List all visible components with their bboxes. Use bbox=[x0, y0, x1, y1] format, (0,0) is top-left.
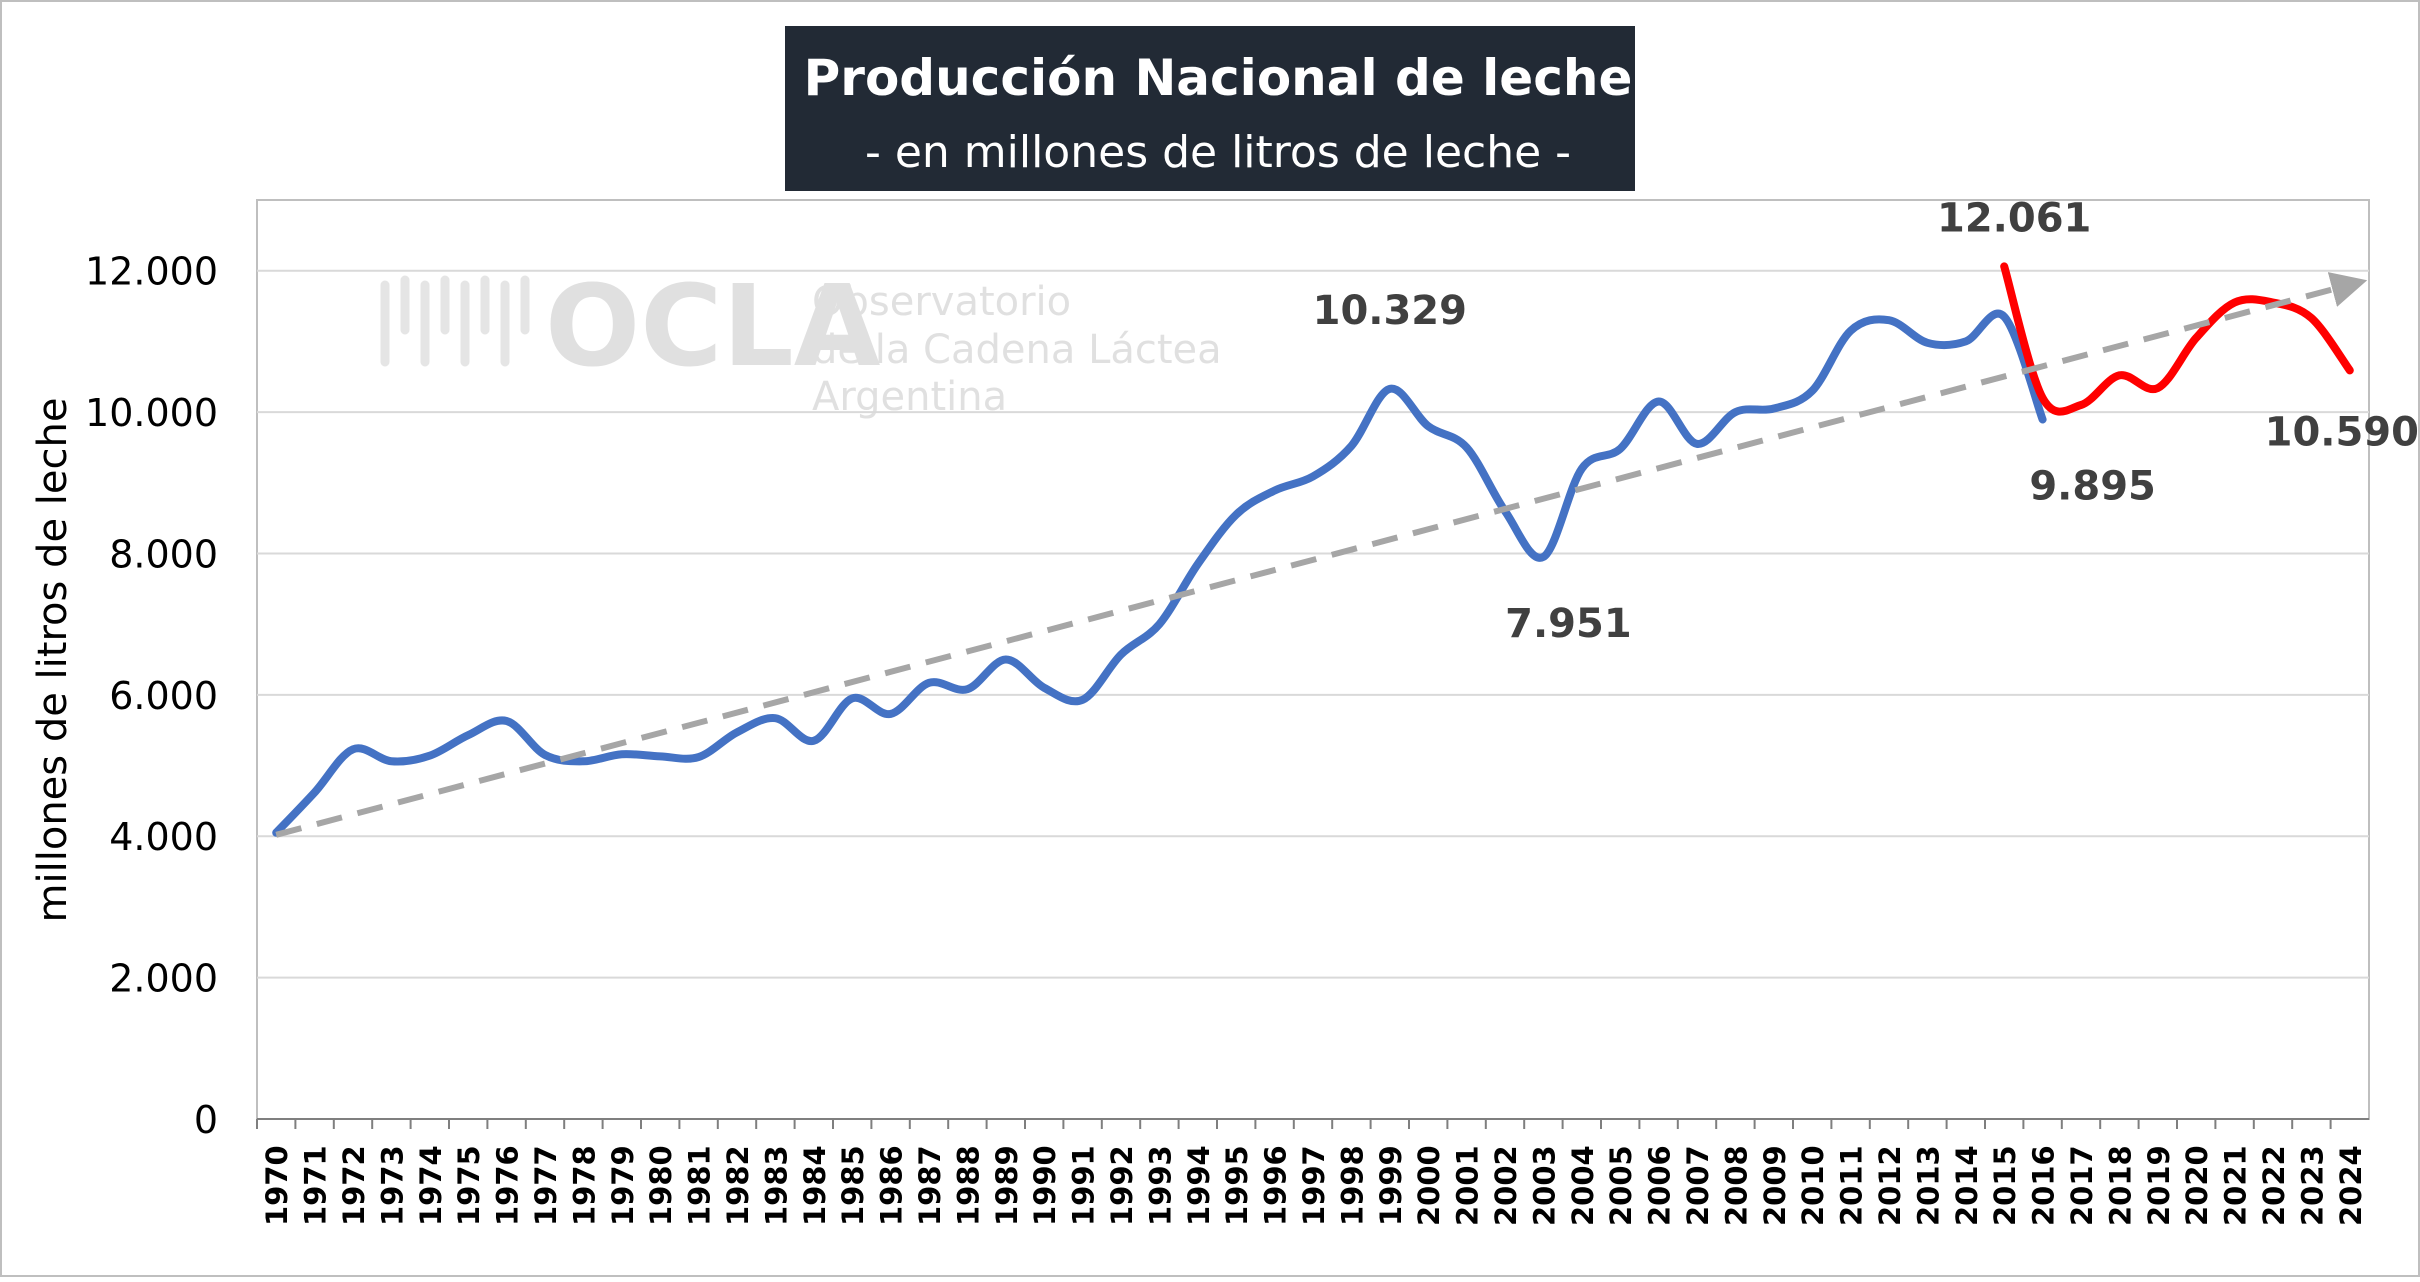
x-tick-label: 1983 bbox=[759, 1145, 793, 1226]
ocla-watermark: OCLA Observatorio de la Cadena Láctea Ar… bbox=[380, 262, 1222, 420]
watermark-brand: OCLA bbox=[545, 262, 881, 392]
x-tick-label: 1985 bbox=[836, 1145, 870, 1226]
x-tick-label: 1988 bbox=[951, 1145, 985, 1226]
data-label: 10.329 bbox=[1313, 288, 1467, 334]
x-tick-label: 2012 bbox=[1873, 1145, 1907, 1226]
x-tick-label: 1992 bbox=[1105, 1145, 1139, 1226]
x-tick-label: 1994 bbox=[1182, 1145, 1216, 1226]
x-tick-label: 2019 bbox=[2142, 1145, 2176, 1226]
x-tick-label: 1991 bbox=[1067, 1145, 1101, 1226]
watermark-line1: Observatorio bbox=[812, 279, 1071, 325]
y-tick-label: 6.000 bbox=[109, 674, 218, 718]
series-lines bbox=[272, 262, 2368, 838]
watermark-line3: Argentina bbox=[812, 374, 1007, 420]
x-tick-label: 2008 bbox=[1719, 1145, 1753, 1226]
y-axis-ticks: 0 2.000 4.000 6.000 8.000 10.000 12.000 bbox=[85, 250, 218, 1142]
x-tick-label: 2001 bbox=[1451, 1145, 1485, 1226]
trend-line bbox=[275, 272, 2368, 838]
data-label: 10.590 bbox=[2265, 409, 2419, 455]
x-tick-label: 1999 bbox=[1374, 1145, 1408, 1226]
x-tick-label: 2016 bbox=[2027, 1145, 2061, 1226]
chart-title: Producción Nacional de leche bbox=[804, 49, 1633, 107]
x-tick-label: 1998 bbox=[1335, 1145, 1369, 1226]
y-tick-label: 2.000 bbox=[109, 957, 218, 1001]
data-label: 9.895 bbox=[2029, 463, 2156, 509]
x-tick-label: 2005 bbox=[1604, 1145, 1638, 1226]
x-tick-label: 2010 bbox=[1796, 1145, 1830, 1226]
x-tick-label: 2021 bbox=[2219, 1145, 2253, 1226]
data-label: 7.951 bbox=[1505, 601, 1632, 647]
x-tick-label: 1976 bbox=[491, 1145, 525, 1226]
x-tick-label: 1971 bbox=[299, 1145, 333, 1226]
x-tick-label: 1977 bbox=[529, 1145, 563, 1226]
x-tick-label: 1989 bbox=[990, 1145, 1024, 1226]
x-tick-label: 1987 bbox=[913, 1145, 947, 1226]
x-tick-label: 1974 bbox=[414, 1145, 448, 1226]
x-tick-label: 2024 bbox=[2334, 1145, 2368, 1226]
x-tick-label: 2015 bbox=[1988, 1145, 2022, 1226]
x-tick-label: 2006 bbox=[1643, 1145, 1677, 1226]
x-axis-ticks: 1970 1971 1972 1973 1974 1975 1976 1977 1978 1979… bbox=[256, 1118, 2369, 1226]
gridlines bbox=[257, 269, 2369, 979]
y-tick-label: 8.000 bbox=[109, 532, 218, 576]
title-box bbox=[785, 26, 1635, 191]
chart-subtitle: - en millones de litros de leche - bbox=[865, 127, 1571, 178]
x-tick-label: 1996 bbox=[1259, 1145, 1293, 1226]
y-tick-label: 4.000 bbox=[109, 815, 218, 859]
x-tick-label: 2013 bbox=[1911, 1145, 1945, 1226]
data-label: 12.061 bbox=[1937, 195, 2091, 241]
ocla-logo-icon bbox=[380, 275, 530, 367]
x-tick-label: 2004 bbox=[1566, 1145, 1600, 1226]
x-tick-label: 1993 bbox=[1143, 1145, 1177, 1226]
x-tick-label: 1970 bbox=[260, 1145, 294, 1226]
y-tick-label: 0 bbox=[194, 1098, 218, 1142]
x-tick-label: 2002 bbox=[1489, 1145, 1523, 1226]
x-tick-label: 1990 bbox=[1028, 1145, 1062, 1226]
x-tick-label: 1973 bbox=[375, 1145, 409, 1226]
x-tick-label: 2011 bbox=[1835, 1145, 1869, 1226]
x-tick-label: 1986 bbox=[875, 1145, 909, 1226]
x-tick-label: 1979 bbox=[606, 1145, 640, 1226]
x-tick-label: 1980 bbox=[644, 1145, 678, 1226]
x-tick-label: 2009 bbox=[1758, 1145, 1792, 1226]
x-tick-label: 2022 bbox=[2257, 1145, 2291, 1226]
series-line-red bbox=[2000, 262, 2354, 416]
x-tick-label: 1978 bbox=[567, 1145, 601, 1226]
x-tick-label: 2017 bbox=[2065, 1145, 2099, 1226]
x-tick-label: 2023 bbox=[2295, 1145, 2329, 1226]
x-tick-label: 1981 bbox=[683, 1145, 717, 1226]
data-annotations: 10.329 7.951 12.061 9.895 10.590 bbox=[1313, 195, 2419, 647]
watermark-line2: de la Cadena Láctea bbox=[812, 327, 1222, 373]
y-tick-label: 12.000 bbox=[85, 250, 218, 294]
y-axis-label: millones de litros de leche bbox=[30, 398, 76, 923]
x-tick-label: 2018 bbox=[2103, 1145, 2137, 1226]
x-tick-label: 2003 bbox=[1527, 1145, 1561, 1226]
x-tick-label: 2007 bbox=[1681, 1145, 1715, 1226]
x-tick-label: 2020 bbox=[2180, 1145, 2214, 1226]
y-tick-label: 10.000 bbox=[85, 391, 218, 435]
x-tick-label: 2014 bbox=[1950, 1145, 1984, 1226]
x-tick-label: 1975 bbox=[452, 1145, 486, 1226]
x-tick-label: 1984 bbox=[798, 1145, 832, 1226]
series-line-blue bbox=[272, 309, 2047, 837]
x-tick-label: 1995 bbox=[1220, 1145, 1254, 1226]
x-tick-label: 1997 bbox=[1297, 1145, 1331, 1226]
x-tick-label: 1982 bbox=[721, 1145, 755, 1226]
x-tick-label: 1972 bbox=[337, 1145, 371, 1226]
x-tick-label: 2000 bbox=[1412, 1145, 1446, 1226]
